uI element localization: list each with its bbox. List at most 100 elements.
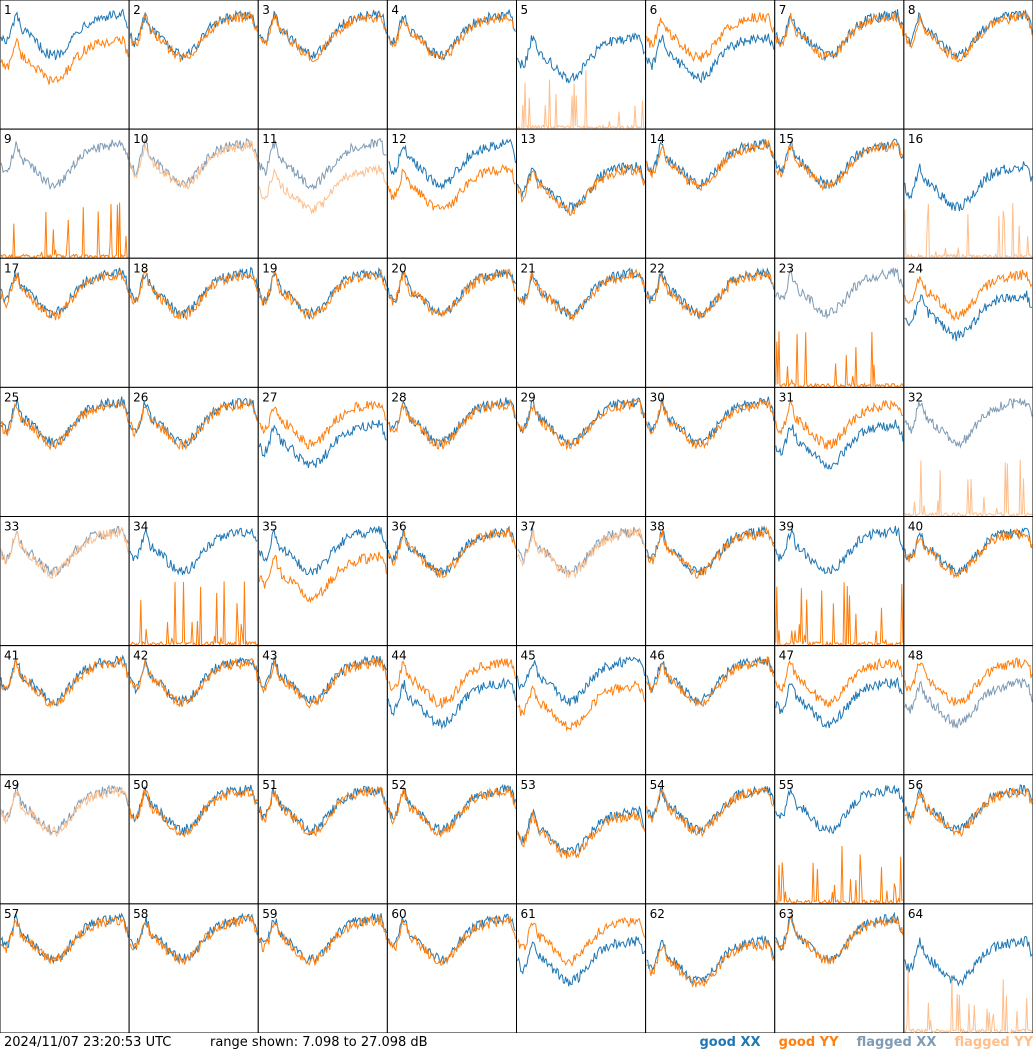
panel-frame bbox=[903, 645, 1033, 776]
series-yy bbox=[258, 165, 387, 215]
panel-label: 5 bbox=[521, 3, 529, 17]
series-xx bbox=[388, 138, 516, 191]
series-xx bbox=[517, 936, 646, 987]
panel-frame bbox=[903, 257, 1033, 388]
panel-label: 6 bbox=[650, 3, 658, 17]
series-xx bbox=[258, 912, 387, 964]
panel-51: 51 bbox=[257, 774, 388, 905]
series-yy bbox=[646, 140, 775, 192]
panel-label: 16 bbox=[908, 132, 923, 146]
panel-label: 2 bbox=[133, 3, 141, 17]
panel-frame bbox=[386, 0, 517, 130]
panel-64: 64 bbox=[903, 903, 1033, 1033]
panel-27: 27 bbox=[257, 386, 388, 517]
panel-frame bbox=[645, 774, 776, 905]
panel-frame bbox=[774, 257, 905, 388]
panel-label: 13 bbox=[521, 132, 536, 146]
panel-label: 29 bbox=[521, 390, 536, 404]
series-yy bbox=[646, 656, 775, 708]
series-xx bbox=[258, 785, 387, 836]
panel-label: 57 bbox=[4, 907, 19, 921]
panel-frame bbox=[516, 645, 647, 776]
series-yy bbox=[0, 526, 129, 579]
panel-36: 36 bbox=[386, 516, 517, 647]
series-xx bbox=[0, 526, 129, 577]
series-yy bbox=[775, 331, 904, 389]
panel-14: 14 bbox=[645, 128, 776, 259]
series-yy bbox=[904, 269, 1033, 322]
series-xx bbox=[258, 419, 387, 468]
series-yy bbox=[387, 163, 516, 211]
panel-frame bbox=[128, 128, 259, 259]
series-yy bbox=[775, 399, 903, 450]
panel-9: 9 bbox=[0, 128, 130, 260]
panel-frame bbox=[516, 903, 647, 1033]
series-yy bbox=[387, 914, 516, 966]
panel-56: 56 bbox=[903, 774, 1033, 905]
series-yy bbox=[129, 397, 258, 451]
panel-label: 3 bbox=[262, 3, 270, 17]
series-yy bbox=[0, 202, 129, 260]
series-yy bbox=[517, 679, 646, 732]
panel-label: 43 bbox=[262, 649, 277, 663]
series-xx bbox=[904, 935, 1033, 987]
panel-label: 48 bbox=[908, 649, 923, 663]
series-yy bbox=[388, 658, 516, 710]
series-yy bbox=[517, 527, 646, 579]
panel-11: 11 bbox=[257, 128, 388, 259]
series-xx bbox=[258, 137, 387, 191]
panel-frame bbox=[386, 386, 517, 517]
panel-20: 20 bbox=[386, 257, 517, 388]
series-yy bbox=[258, 551, 387, 604]
series-yy bbox=[129, 581, 258, 648]
panel-label: 18 bbox=[133, 261, 148, 275]
series-yy bbox=[517, 397, 646, 451]
series-yy bbox=[0, 35, 129, 85]
panel-frame bbox=[0, 774, 130, 905]
panel-frame bbox=[257, 128, 388, 259]
panel-frame bbox=[257, 257, 388, 388]
panel-frame bbox=[0, 0, 130, 130]
legend: good XX good YY flagged XX flagged YY bbox=[685, 1033, 1033, 1053]
panel-frame bbox=[0, 903, 130, 1033]
series-xx bbox=[258, 655, 387, 705]
panel-33: 33 bbox=[0, 516, 130, 647]
panel-12: 12 bbox=[386, 128, 517, 259]
legend-good-xx: good XX bbox=[699, 1035, 761, 1050]
panel-13: 13 bbox=[516, 128, 647, 259]
panel-label: 17 bbox=[4, 261, 19, 275]
panel-label: 59 bbox=[262, 907, 277, 921]
panel-4: 4 bbox=[386, 0, 517, 130]
panel-label: 38 bbox=[650, 520, 665, 534]
series-yy bbox=[646, 270, 775, 319]
series-yy bbox=[646, 525, 775, 579]
series-xx bbox=[904, 398, 1033, 449]
series-yy bbox=[258, 268, 387, 321]
panel-label: 32 bbox=[908, 390, 923, 404]
panel-39: 39 bbox=[774, 516, 905, 648]
panel-label: 61 bbox=[521, 907, 536, 921]
series-yy bbox=[258, 785, 387, 837]
series-xx bbox=[775, 419, 904, 470]
panel-label: 27 bbox=[262, 390, 277, 404]
panel-label: 50 bbox=[133, 778, 148, 792]
panel-18: 18 bbox=[128, 257, 259, 388]
panel-54: 54 bbox=[645, 774, 776, 905]
panel-frame bbox=[257, 645, 388, 776]
panel-10: 10 bbox=[128, 128, 259, 259]
panel-label: 21 bbox=[521, 261, 536, 275]
series-yy bbox=[387, 526, 516, 579]
panel-24: 24 bbox=[903, 257, 1033, 388]
series-yy bbox=[258, 657, 387, 709]
series-yy bbox=[775, 12, 904, 61]
panel-26: 26 bbox=[128, 386, 259, 517]
panel-label: 39 bbox=[779, 520, 794, 534]
panel-label: 40 bbox=[908, 520, 923, 534]
panel-frame bbox=[645, 645, 776, 776]
series-xx bbox=[258, 526, 387, 576]
series-yy bbox=[129, 269, 258, 321]
panel-label: 34 bbox=[133, 520, 148, 534]
series-yy bbox=[517, 810, 646, 859]
series-yy bbox=[129, 914, 258, 966]
panel-label: 42 bbox=[133, 649, 148, 663]
